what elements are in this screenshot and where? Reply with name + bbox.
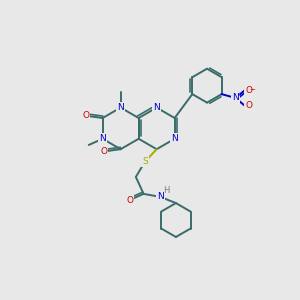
Text: −: − — [250, 87, 255, 93]
Text: O: O — [245, 86, 252, 95]
Text: O: O — [82, 111, 89, 120]
Text: O: O — [126, 196, 133, 205]
Text: N: N — [153, 103, 160, 112]
Text: N: N — [117, 103, 124, 112]
Text: +: + — [236, 92, 241, 97]
Text: O: O — [100, 147, 107, 156]
Text: O: O — [245, 101, 252, 110]
Text: H: H — [164, 186, 170, 195]
Text: N: N — [99, 134, 106, 143]
Text: N: N — [157, 192, 164, 201]
Text: N: N — [171, 134, 178, 143]
Text: S: S — [142, 157, 148, 166]
Text: N: N — [232, 94, 239, 103]
